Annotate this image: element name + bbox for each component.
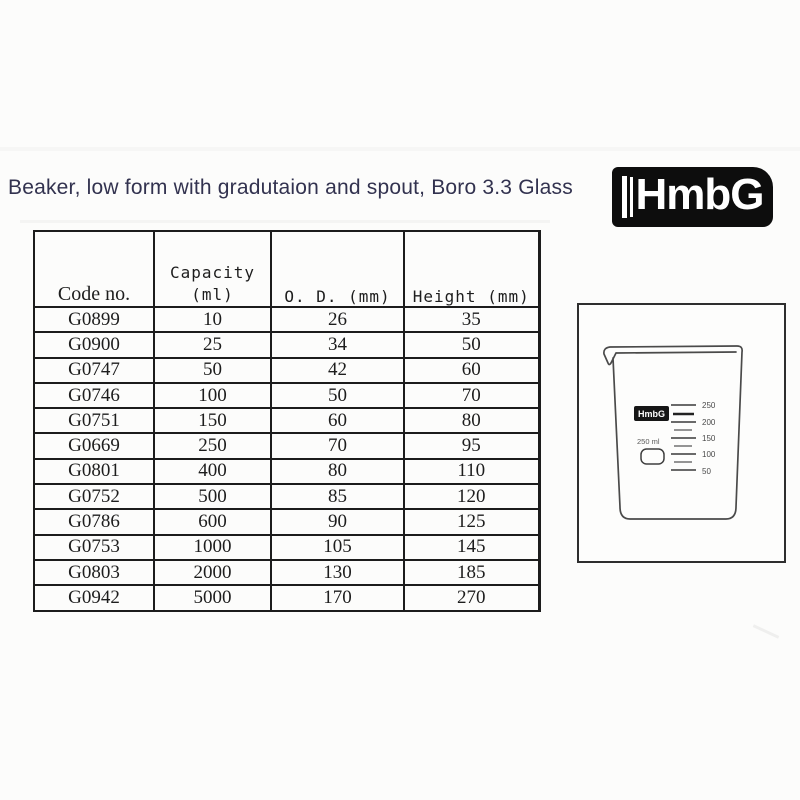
table-row: G0801 400 80 110 <box>33 457 541 486</box>
beaker-capacity-label: 250 ml <box>637 437 660 446</box>
table-row: G0669 250 70 95 <box>33 432 541 460</box>
col-header-code: Code no. <box>33 230 155 308</box>
cell-code: G0753 <box>33 533 155 561</box>
capacity-header-line2: (ml) <box>191 285 234 304</box>
cell-od: 90 <box>270 508 405 536</box>
cell-capacity: 500 <box>153 483 272 511</box>
table-header-row: Code no. Capacity (ml) O. D. (mm) Height … <box>33 230 541 308</box>
scan-artifact <box>752 624 780 639</box>
cell-code: G0942 <box>33 584 155 612</box>
cell-od: 130 <box>270 558 405 587</box>
cell-height: 145 <box>403 533 541 561</box>
table-row: G0751 150 60 80 <box>33 407 541 435</box>
capacity-header-line1: Capacity <box>169 263 256 282</box>
beaker-illustration-panel: HmbG 250 ml 250 200 150 100 50 <box>577 303 786 563</box>
graduation-label: 250 <box>702 401 716 410</box>
scan-artifact <box>0 147 800 151</box>
graduation-label: 150 <box>702 434 716 443</box>
cell-od: 60 <box>270 407 405 435</box>
beaker-label-frame <box>640 448 665 465</box>
table-row: G0899 10 26 35 <box>33 305 541 334</box>
col-header-od: O. D. (mm) <box>270 230 405 308</box>
beaker-brand-badge <box>634 406 669 421</box>
table-row: G0746 100 50 70 <box>33 381 541 410</box>
cell-capacity: 400 <box>153 457 272 486</box>
cell-code: G0669 <box>33 432 155 460</box>
hmbg-logo: HmbG <box>612 167 773 227</box>
cell-code: G0801 <box>33 457 155 486</box>
cell-height: 80 <box>403 407 541 435</box>
cell-capacity: 150 <box>153 407 272 435</box>
cell-height: 120 <box>403 483 541 511</box>
logo-bar-icon <box>629 177 633 217</box>
cell-capacity: 1000 <box>153 533 272 561</box>
table-row: G0803 2000 130 185 <box>33 558 541 587</box>
cell-code: G0803 <box>33 558 155 587</box>
table-row: G0752 500 85 120 <box>33 483 541 511</box>
cell-code: G0899 <box>33 305 155 334</box>
beaker-drawing: HmbG 250 ml 250 200 150 100 50 <box>603 345 743 520</box>
spec-table: Code no. Capacity (ml) O. D. (mm) Height … <box>33 230 541 612</box>
cell-height: 270 <box>403 584 541 612</box>
cell-od: 105 <box>270 533 405 561</box>
cell-code: G0751 <box>33 407 155 435</box>
cell-capacity: 250 <box>153 432 272 460</box>
cell-height: 60 <box>403 356 541 384</box>
col-header-height: Height (mm) <box>403 230 541 308</box>
cell-capacity: 5000 <box>153 584 272 612</box>
graduation-label: 200 <box>702 418 716 427</box>
cell-capacity: 600 <box>153 508 272 536</box>
cell-capacity: 100 <box>153 381 272 410</box>
cell-od: 42 <box>270 356 405 384</box>
scan-artifact <box>20 220 550 223</box>
cell-height: 70 <box>403 381 541 410</box>
cell-od: 85 <box>270 483 405 511</box>
table-row: G0747 50 42 60 <box>33 356 541 384</box>
cell-od: 170 <box>270 584 405 612</box>
cell-height: 50 <box>403 331 541 359</box>
cell-height: 35 <box>403 305 541 334</box>
graduation-label: 100 <box>702 450 716 459</box>
cell-height: 185 <box>403 558 541 587</box>
table-row: G0786 600 90 125 <box>33 508 541 536</box>
cell-od: 34 <box>270 331 405 359</box>
table-row: G0942 5000 170 270 <box>33 584 541 612</box>
cell-height: 125 <box>403 508 541 536</box>
cell-capacity: 2000 <box>153 558 272 587</box>
page-title: Beaker, low form with gradutaion and spo… <box>8 176 573 199</box>
cell-capacity: 50 <box>153 356 272 384</box>
cell-code: G0900 <box>33 331 155 359</box>
cell-code: G0786 <box>33 508 155 536</box>
beaker-outline <box>603 345 743 520</box>
logo-bar-icon <box>621 176 627 218</box>
cell-od: 80 <box>270 457 405 486</box>
cell-od: 50 <box>270 381 405 410</box>
cell-od: 70 <box>270 432 405 460</box>
cell-od: 26 <box>270 305 405 334</box>
table-row: G0900 25 34 50 <box>33 331 541 359</box>
logo-text: HmbG <box>635 170 765 219</box>
cell-code: G0752 <box>33 483 155 511</box>
table-row: G0753 1000 105 145 <box>33 533 541 561</box>
cell-height: 95 <box>403 432 541 460</box>
beaker-brand-badge-text: HmbG <box>638 409 665 419</box>
cell-capacity: 25 <box>153 331 272 359</box>
col-header-capacity: Capacity (ml) <box>153 230 272 308</box>
cell-capacity: 10 <box>153 305 272 334</box>
graduation-label: 50 <box>702 467 711 476</box>
cell-height: 110 <box>403 457 541 486</box>
cell-code: G0747 <box>33 356 155 384</box>
cell-code: G0746 <box>33 381 155 410</box>
